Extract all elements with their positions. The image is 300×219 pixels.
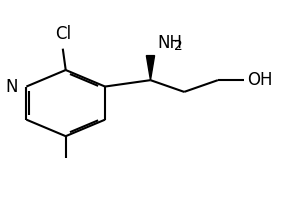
Text: OH: OH [247, 71, 273, 89]
Text: 2: 2 [174, 39, 183, 53]
Text: N: N [6, 78, 18, 95]
Text: Cl: Cl [55, 25, 71, 43]
Polygon shape [146, 56, 154, 80]
Text: NH: NH [158, 34, 183, 52]
